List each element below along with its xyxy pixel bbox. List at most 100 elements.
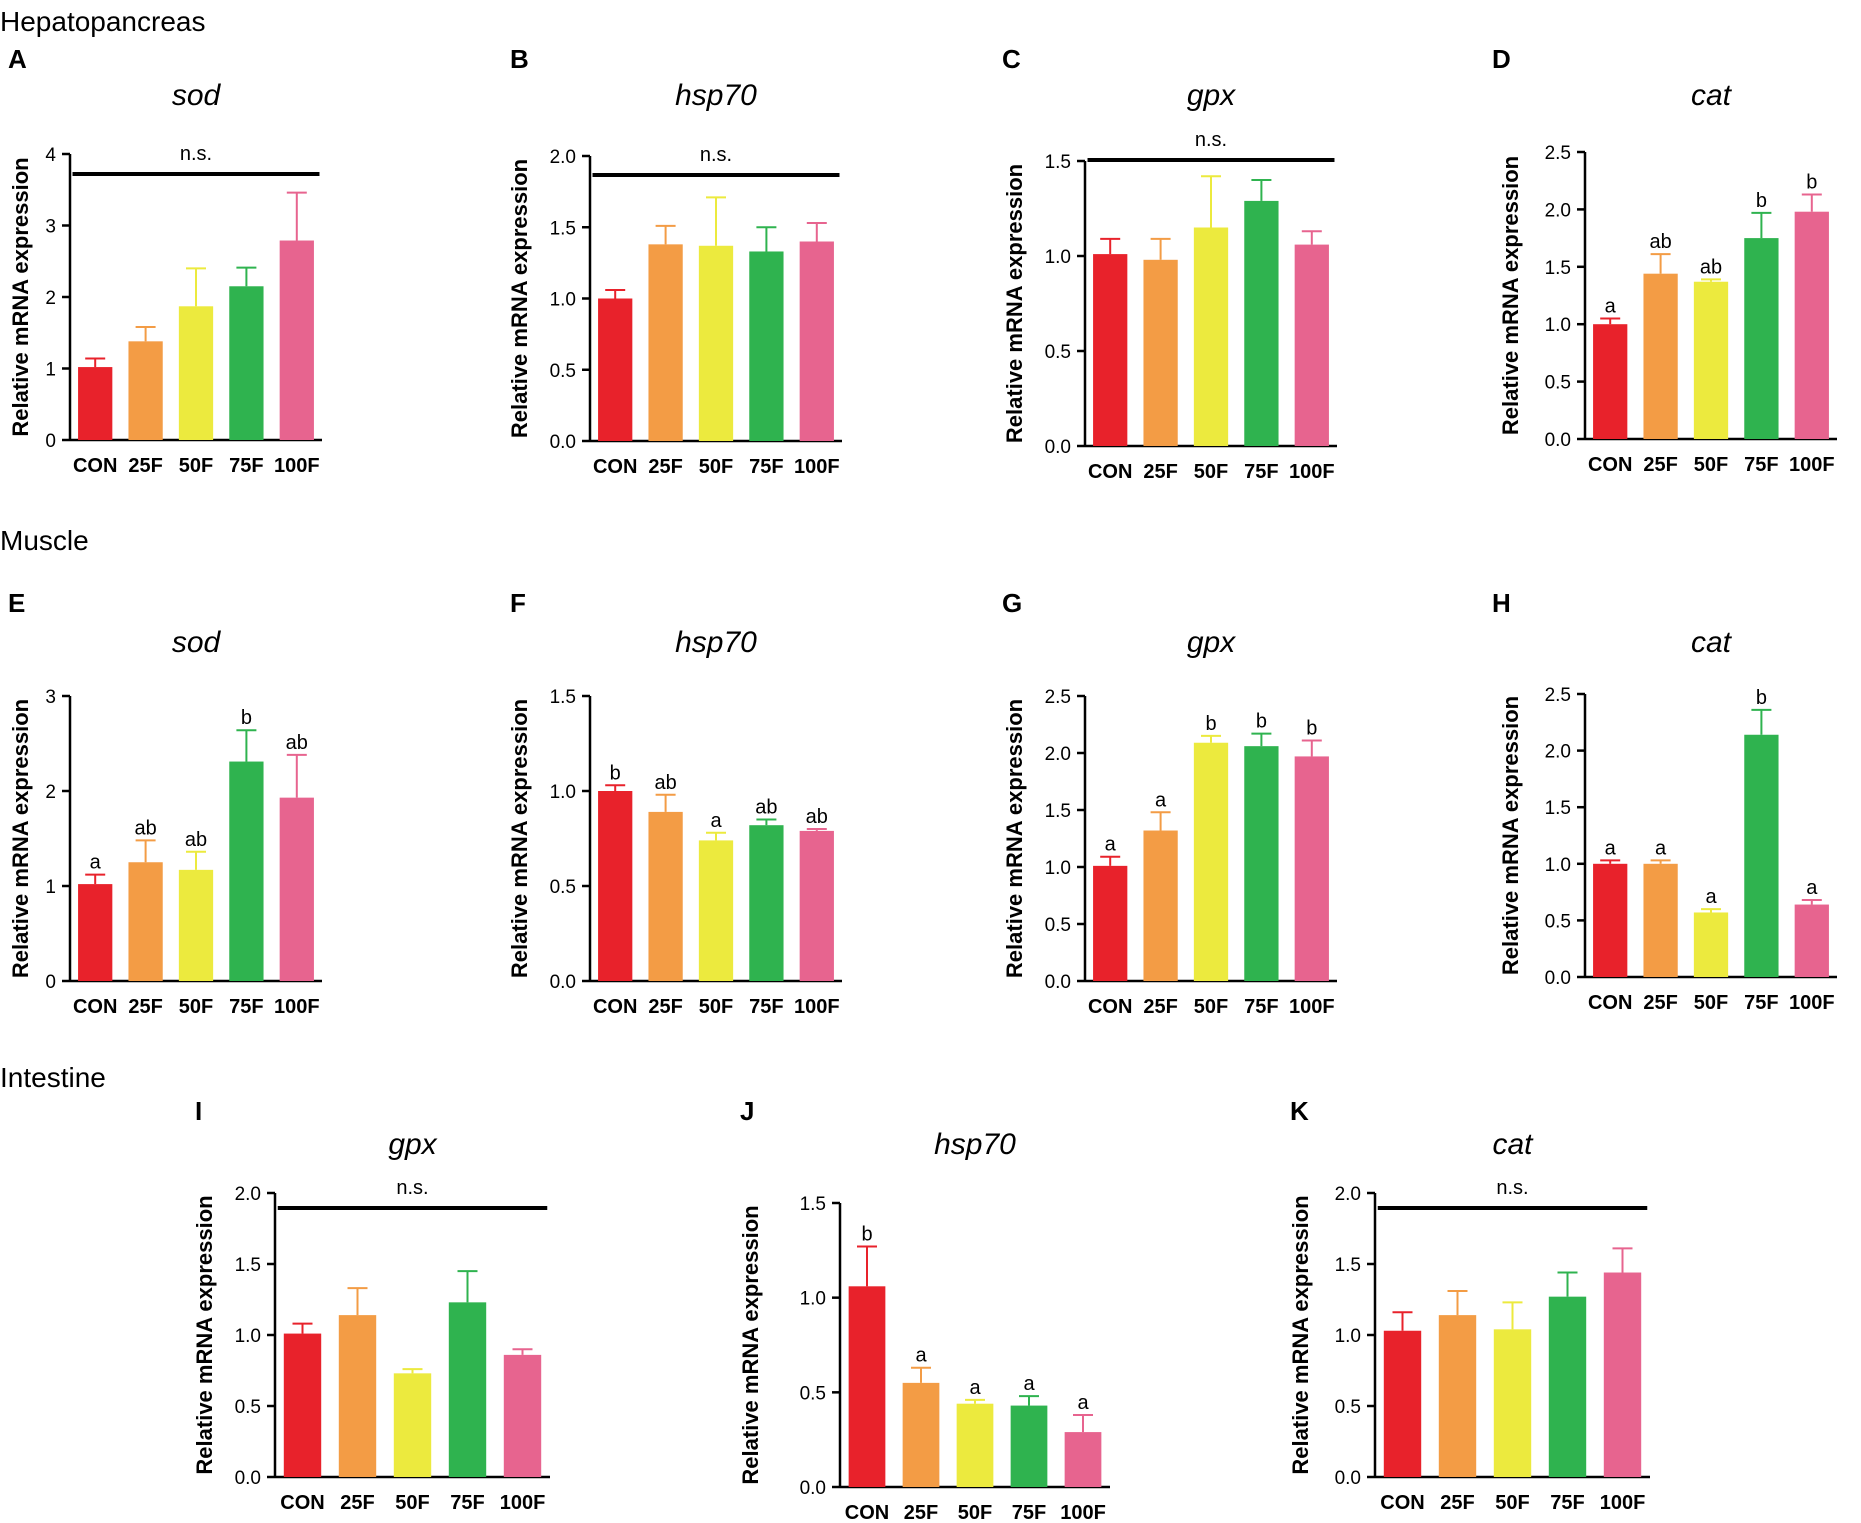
panel-letter: K bbox=[1290, 1096, 1309, 1126]
significance-letter: a bbox=[90, 852, 102, 874]
chart-title: sod bbox=[172, 626, 222, 659]
significance-letter: b bbox=[861, 1224, 872, 1246]
y-tick-label: 2.5 bbox=[1545, 685, 1571, 706]
x-tick-label: 25F bbox=[1643, 992, 1677, 1014]
y-axis-label: Relative mRNA expression bbox=[1002, 699, 1027, 978]
section-title-hepatopancreas: Hepatopancreas bbox=[0, 6, 206, 37]
bar-75f bbox=[1548, 1296, 1587, 1477]
y-tick-label: 2.0 bbox=[1045, 744, 1071, 765]
y-tick-label: 1.0 bbox=[800, 1289, 826, 1310]
y-tick-label: 1.0 bbox=[1045, 858, 1071, 879]
chart-title: hsp70 bbox=[675, 79, 757, 112]
x-tick-label: 75F bbox=[749, 996, 783, 1018]
bar-con bbox=[78, 367, 113, 440]
x-tick-label: 50F bbox=[1194, 461, 1228, 483]
significance-letter: a bbox=[1077, 1392, 1089, 1414]
x-tick-label: 75F bbox=[1550, 1492, 1584, 1514]
section-title-muscle: Muscle bbox=[0, 525, 89, 556]
y-tick-label: 1.5 bbox=[550, 687, 576, 708]
y-tick-label: 1.0 bbox=[1545, 855, 1571, 876]
bar-25f bbox=[648, 244, 683, 441]
y-tick-label: 2.0 bbox=[1545, 200, 1571, 221]
bar-con bbox=[1593, 324, 1628, 439]
y-tick-label: 2.5 bbox=[1545, 143, 1571, 164]
bar-25f bbox=[338, 1315, 377, 1477]
significance-letter: ab bbox=[286, 732, 308, 754]
bar-100f bbox=[1294, 244, 1329, 446]
bar-50f bbox=[1693, 912, 1729, 977]
x-tick-label: CON bbox=[73, 455, 117, 477]
y-axis-label: Relative mRNA expression bbox=[1002, 164, 1027, 443]
x-tick-label: 75F bbox=[229, 455, 263, 477]
y-axis-label: Relative mRNA expression bbox=[1498, 696, 1523, 975]
significance-letter: ab bbox=[654, 772, 676, 794]
x-tick-label: 25F bbox=[128, 455, 162, 477]
bar-con bbox=[1593, 863, 1628, 977]
y-tick-label: 2.0 bbox=[1545, 742, 1571, 763]
y-tick-label: 1.5 bbox=[1545, 798, 1571, 819]
y-tick-label: 1.0 bbox=[1045, 247, 1071, 268]
x-tick-label: CON bbox=[1088, 461, 1132, 483]
y-tick-label: 0.0 bbox=[1335, 1468, 1361, 1489]
y-tick-label: 2 bbox=[45, 288, 56, 309]
bar-50f bbox=[393, 1373, 432, 1477]
bar-50f bbox=[956, 1403, 994, 1487]
chart-title: sod bbox=[172, 79, 222, 112]
x-tick-label: CON bbox=[280, 1492, 324, 1514]
chart-title: hsp70 bbox=[675, 626, 757, 659]
x-tick-label: CON bbox=[593, 996, 637, 1018]
bar-75f bbox=[448, 1302, 487, 1477]
y-tick-label: 2.0 bbox=[550, 147, 576, 168]
y-axis-label: Relative mRNA expression bbox=[507, 159, 532, 438]
y-tick-label: 0.5 bbox=[1045, 342, 1071, 363]
y-tick-label: 3 bbox=[45, 687, 56, 708]
y-tick-label: 0.0 bbox=[550, 972, 576, 993]
bar-100f bbox=[799, 830, 834, 981]
y-tick-label: 1.5 bbox=[1545, 258, 1571, 279]
bar-50f bbox=[178, 869, 214, 981]
x-tick-label: 50F bbox=[1694, 992, 1728, 1014]
x-tick-label: 100F bbox=[1600, 1492, 1646, 1514]
y-tick-label: 4 bbox=[45, 145, 56, 166]
chart-title: hsp70 bbox=[934, 1128, 1016, 1161]
y-tick-label: 3 bbox=[45, 217, 56, 238]
x-tick-label: 75F bbox=[450, 1492, 484, 1514]
bar-75f bbox=[1244, 200, 1279, 446]
y-axis-label: Relative mRNA expression bbox=[192, 1195, 217, 1474]
x-tick-label: CON bbox=[1588, 992, 1632, 1014]
bar-75f bbox=[1010, 1405, 1048, 1487]
bar-con bbox=[598, 791, 633, 981]
panel-letter: C bbox=[1002, 44, 1021, 74]
significance-letter: b bbox=[1306, 717, 1317, 739]
chart-title: cat bbox=[1691, 626, 1733, 659]
y-tick-label: 2.0 bbox=[1335, 1184, 1361, 1205]
y-tick-label: 0.0 bbox=[800, 1478, 826, 1499]
significance-letter: ab bbox=[185, 829, 207, 851]
significance-letter: b bbox=[1756, 190, 1767, 212]
x-tick-label: 25F bbox=[1143, 461, 1177, 483]
y-tick-label: 0.0 bbox=[550, 432, 576, 453]
y-tick-label: 0 bbox=[45, 431, 56, 452]
panel-letter: F bbox=[510, 588, 526, 618]
panel-letter: D bbox=[1492, 44, 1511, 74]
chart-title: cat bbox=[1691, 79, 1733, 112]
bar-100f bbox=[1603, 1272, 1642, 1477]
y-tick-label: 2.0 bbox=[235, 1184, 261, 1205]
significance-letter: a bbox=[1605, 837, 1617, 859]
significance-letter: ab bbox=[806, 806, 828, 828]
x-tick-label: 75F bbox=[749, 456, 783, 478]
y-tick-label: 2.5 bbox=[1045, 687, 1071, 708]
x-tick-label: CON bbox=[593, 456, 637, 478]
bar-50f bbox=[1493, 1329, 1532, 1477]
ns-label: n.s. bbox=[1195, 129, 1227, 151]
panel-letter: G bbox=[1002, 588, 1022, 618]
bar-con bbox=[283, 1333, 322, 1477]
bar-75f bbox=[749, 251, 784, 441]
significance-letter: a bbox=[969, 1377, 981, 1399]
ns-label: n.s. bbox=[1496, 1177, 1528, 1199]
